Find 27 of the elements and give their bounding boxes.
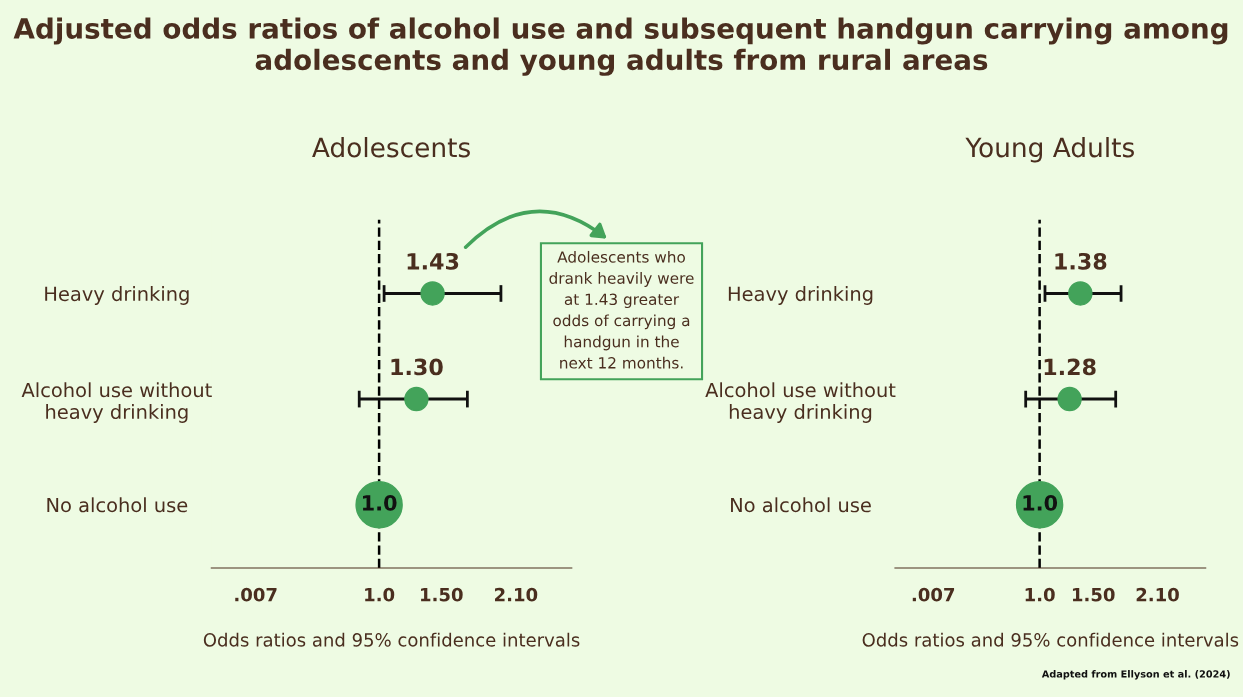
- data-label: 1.30: [391, 358, 443, 376]
- x-tick-label: 1.0: [365, 587, 395, 602]
- annotation: Adolescents who drank heavily were at 1.43 greater odds of carrying a handgun in the next 12 months.: [549, 250, 694, 369]
- x-tick-label: 1.0: [1025, 587, 1055, 602]
- data-label: 1.0: [363, 494, 397, 511]
- y-tick-label: Heavy drinking: [45, 286, 189, 305]
- x-axis-title: Odds ratios and 95% confidence intervals: [203, 632, 580, 647]
- y-tick-label: No alcohol use: [47, 497, 188, 513]
- chart-subtitle: Adolescents: [312, 137, 470, 158]
- x-tick-label: 1.50: [1072, 587, 1115, 602]
- x-tick-label: .007: [912, 587, 955, 602]
- chart-title: Adjusted odds ratios of alcohol use and subsequent handgun carrying among adolescents and young adults from rural areas: [13, 17, 1228, 76]
- data-label: 1.28: [1044, 358, 1096, 376]
- x-tick-label: 1.50: [421, 587, 463, 602]
- x-axis-title: Odds ratios and 95% confidence intervals: [862, 632, 1239, 647]
- text: Adapted from Ellyson et al. (2024): [1041, 670, 1230, 680]
- x-tick-label: 2.10: [1136, 587, 1179, 602]
- data-label: 1.43: [407, 252, 459, 270]
- x-tick-label: .007: [235, 587, 277, 602]
- data-label: 1.38: [1055, 252, 1107, 270]
- y-tick-label: Alcohol use without heavy drinking: [705, 382, 896, 423]
- y-tick-label: No alcohol use: [731, 497, 871, 513]
- x-tick-label: 2.10: [495, 587, 538, 602]
- y-tick-label: Alcohol use without heavy drinking: [21, 382, 212, 423]
- data-label: 1.0: [1023, 494, 1058, 511]
- chart-subtitle: Young Adults: [965, 137, 1134, 163]
- y-tick-label: Heavy drinking: [728, 286, 873, 305]
